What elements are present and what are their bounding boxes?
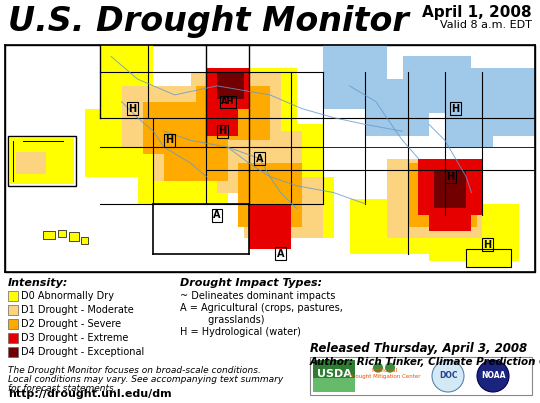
Text: Drought Mitigation Center: Drought Mitigation Center: [349, 374, 421, 379]
Bar: [69, 232, 79, 241]
Text: H = Hydrological (water): H = Hydrological (water): [180, 327, 301, 337]
Bar: [196, 86, 270, 140]
Bar: [244, 177, 334, 238]
Bar: [206, 68, 296, 136]
Text: http://drought.unl.edu/dm: http://drought.unl.edu/dm: [8, 389, 172, 399]
Circle shape: [373, 363, 383, 373]
Bar: [143, 102, 206, 154]
Bar: [8, 333, 18, 343]
Text: for forecast statements.: for forecast statements.: [8, 384, 117, 393]
Bar: [5, 45, 535, 272]
Bar: [387, 158, 482, 238]
Text: USDA: USDA: [316, 369, 352, 379]
Text: A: A: [277, 249, 285, 259]
Text: Drought Impact Types:: Drought Impact Types:: [180, 278, 322, 288]
Bar: [244, 177, 323, 238]
Text: U.S. Drought Monitor: U.S. Drought Monitor: [8, 5, 409, 38]
Text: A: A: [213, 210, 221, 220]
Bar: [138, 147, 227, 204]
Bar: [8, 291, 18, 301]
Text: Valid 8 a.m. EDT: Valid 8 a.m. EDT: [440, 20, 532, 30]
Bar: [313, 378, 355, 392]
Circle shape: [477, 360, 509, 392]
Bar: [310, 357, 532, 395]
Bar: [349, 199, 429, 254]
Bar: [10, 138, 74, 184]
Text: H: H: [218, 126, 226, 136]
Bar: [206, 95, 238, 136]
Text: D2 Drought - Severe: D2 Drought - Severe: [21, 319, 121, 329]
Bar: [434, 170, 466, 208]
Bar: [84, 108, 164, 177]
Text: D3 Drought - Extreme: D3 Drought - Extreme: [21, 333, 129, 343]
Text: Intensity:: Intensity:: [8, 278, 69, 288]
Bar: [43, 231, 55, 239]
Text: A = Agricultural (crops, pastures,: A = Agricultural (crops, pastures,: [180, 303, 343, 313]
Bar: [313, 360, 355, 392]
Text: Released Thursday, April 3, 2008: Released Thursday, April 3, 2008: [310, 342, 527, 355]
Text: H: H: [451, 104, 460, 114]
Bar: [323, 45, 387, 108]
Bar: [100, 45, 153, 108]
Bar: [227, 125, 323, 193]
Text: DOC: DOC: [438, 372, 457, 380]
Bar: [466, 249, 511, 268]
Text: A: A: [255, 154, 263, 164]
Bar: [164, 131, 227, 181]
Text: grasslands): grasslands): [180, 315, 265, 325]
Bar: [217, 72, 244, 100]
Bar: [418, 158, 482, 215]
Text: Local conditions may vary. See accompanying text summary: Local conditions may vary. See accompany…: [8, 375, 284, 384]
Bar: [402, 56, 471, 113]
Bar: [387, 158, 482, 238]
Bar: [471, 68, 535, 136]
Text: D4 Drought - Exceptional: D4 Drought - Exceptional: [21, 347, 144, 357]
Bar: [206, 68, 249, 108]
Bar: [16, 152, 46, 174]
Text: NOAA: NOAA: [481, 372, 505, 380]
Text: Author: Rich Tinker, Climate Prediction Center, NOAA: Author: Rich Tinker, Climate Prediction …: [310, 357, 540, 367]
Bar: [445, 90, 492, 147]
Bar: [8, 319, 18, 329]
Text: The Drought Monitor focuses on broad-scale conditions.: The Drought Monitor focuses on broad-sca…: [8, 366, 261, 375]
Text: ~ Delineates dominant impacts: ~ Delineates dominant impacts: [180, 291, 335, 301]
Bar: [191, 72, 281, 147]
Circle shape: [385, 363, 395, 373]
Bar: [366, 79, 429, 136]
Bar: [122, 86, 206, 147]
Bar: [429, 204, 519, 261]
Bar: [8, 347, 18, 357]
Text: April 1, 2008: April 1, 2008: [422, 5, 532, 20]
Bar: [8, 305, 18, 315]
Bar: [8, 136, 76, 186]
Text: H: H: [165, 135, 173, 145]
Bar: [153, 108, 238, 181]
Text: H: H: [483, 240, 491, 250]
Bar: [122, 86, 206, 147]
Text: H: H: [128, 104, 136, 114]
Text: H: H: [446, 172, 454, 182]
Bar: [238, 163, 302, 226]
Text: National: National: [372, 368, 398, 373]
Bar: [408, 163, 477, 226]
Bar: [81, 237, 88, 244]
Text: AH: AH: [221, 97, 234, 106]
Bar: [58, 230, 66, 237]
Text: D1 Drought - Moderate: D1 Drought - Moderate: [21, 305, 134, 315]
Text: D0 Abnormally Dry: D0 Abnormally Dry: [21, 291, 114, 301]
Bar: [429, 186, 471, 231]
Bar: [249, 204, 291, 249]
Bar: [217, 131, 302, 193]
Circle shape: [432, 360, 464, 392]
